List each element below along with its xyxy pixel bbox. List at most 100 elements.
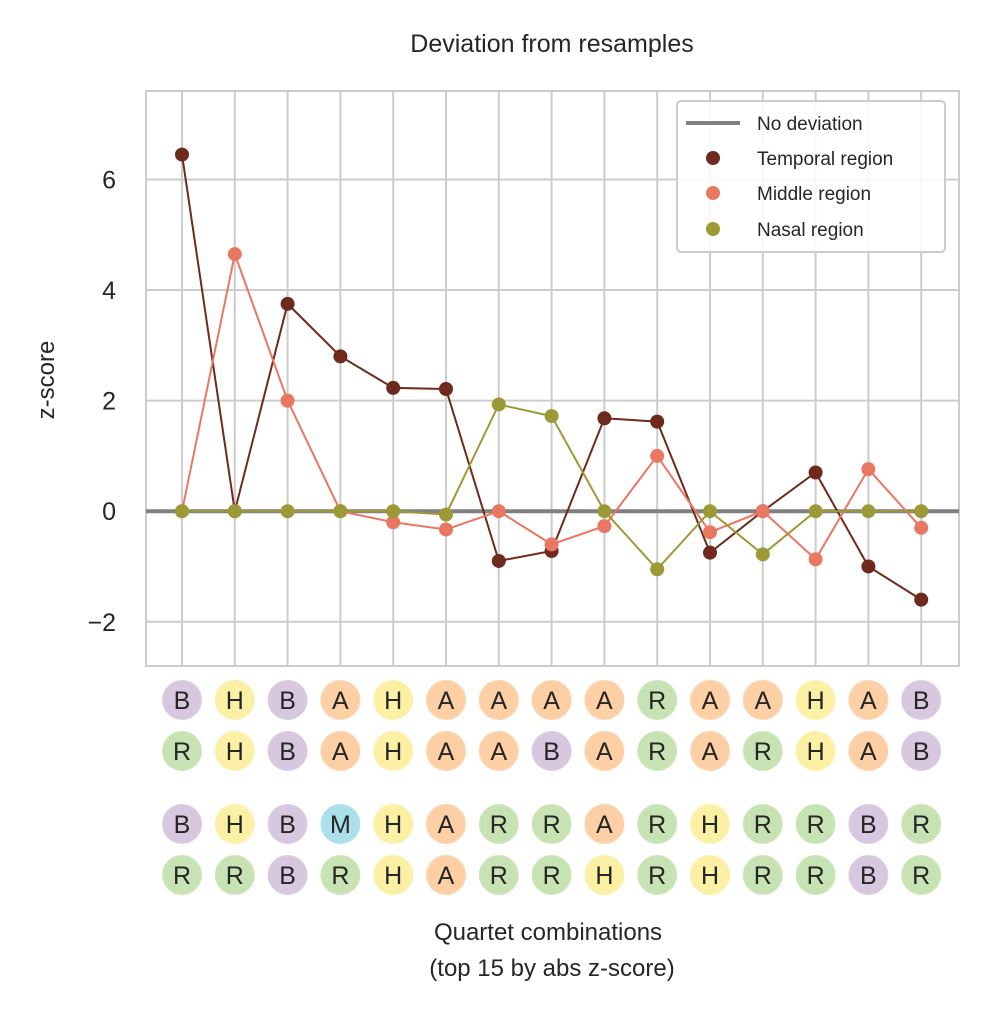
category-letter: R: [648, 687, 666, 715]
category-badge: [795, 804, 836, 844]
category-badge: [742, 731, 783, 771]
category-badge: [214, 731, 255, 771]
category-letter: H: [384, 862, 402, 890]
category-badge: [637, 855, 678, 895]
point-middle-region: [544, 537, 559, 552]
category-letter: A: [332, 738, 349, 766]
category-letter: H: [807, 738, 825, 766]
category-letter: A: [596, 738, 613, 766]
category-badge: [373, 731, 414, 771]
x-axis-label-line1: Quartet combinations: [434, 919, 662, 946]
point-middle-region: [280, 393, 295, 408]
category-letter: B: [279, 811, 296, 839]
category-letter: H: [807, 687, 825, 715]
category-letter: B: [174, 687, 191, 715]
category-letter: A: [596, 687, 613, 715]
category-badge: [848, 804, 889, 844]
category-badge: [584, 855, 625, 895]
point-nasal-region: [650, 562, 665, 577]
point-nasal-region: [386, 504, 401, 519]
category-letter: R: [543, 811, 561, 839]
point-nasal-region: [703, 504, 717, 519]
category-letter: A: [596, 811, 613, 839]
category-badge: [267, 731, 308, 771]
category-badge: [584, 804, 625, 844]
category-letter: B: [913, 738, 930, 766]
category-badge: [901, 731, 942, 771]
category-badge: [584, 731, 625, 771]
legend-label: Middle region: [757, 184, 871, 205]
category-badge: [373, 680, 414, 720]
category-letter: R: [807, 862, 825, 890]
y-tick-label: 6: [102, 166, 116, 194]
category-letter: R: [226, 862, 244, 890]
category-letter: H: [226, 738, 244, 766]
category-badge: [320, 855, 361, 895]
category-letter: R: [490, 862, 508, 890]
point-temporal-region: [386, 380, 401, 395]
category-badge: [320, 731, 361, 771]
category-badge: [478, 731, 519, 771]
point-middle-region: [491, 504, 506, 519]
category-letter: B: [174, 811, 191, 839]
category-letter: R: [912, 811, 930, 839]
point-middle-region: [914, 520, 929, 535]
category-badge: [267, 855, 308, 895]
category-letter: R: [648, 738, 666, 766]
point-middle-region: [439, 522, 453, 537]
point-nasal-region: [544, 409, 559, 424]
category-letter: A: [754, 687, 771, 715]
category-badge: [478, 680, 519, 720]
chart-title: Deviation from resamples: [410, 30, 693, 58]
category-badge: [690, 804, 730, 844]
point-temporal-region: [175, 147, 189, 162]
category-badge: [373, 804, 414, 844]
category-letter: R: [807, 811, 825, 839]
category-badge: [320, 680, 361, 720]
y-tick-label: 0: [102, 498, 116, 526]
category-badge: [637, 680, 678, 720]
point-temporal-region: [439, 382, 453, 397]
plot-frame: [145, 90, 960, 667]
category-badge: [742, 855, 783, 895]
point-temporal-region: [650, 414, 665, 429]
category-letter: H: [384, 738, 402, 766]
category-letter: B: [279, 738, 296, 766]
category-badge: [901, 680, 942, 720]
point-temporal-region: [491, 553, 506, 568]
category-badge: [584, 680, 625, 720]
category-letter: H: [384, 687, 402, 715]
category-letter: R: [173, 862, 191, 890]
category-letter: B: [860, 811, 877, 839]
category-badge: [531, 804, 572, 844]
category-letter: R: [543, 862, 561, 890]
category-letter: A: [332, 687, 349, 715]
category-letter: R: [331, 862, 349, 890]
category-letter: H: [226, 811, 244, 839]
category-letter: R: [173, 738, 191, 766]
category-badge: [901, 855, 942, 895]
point-nasal-region: [439, 507, 453, 522]
category-letter: A: [702, 687, 719, 715]
point-nasal-region: [914, 504, 929, 519]
category-letter: A: [438, 862, 455, 890]
category-badge: [426, 804, 466, 844]
category-badge: [373, 855, 414, 895]
category-badge: [690, 680, 730, 720]
category-badge: [267, 804, 308, 844]
category-letter: R: [912, 862, 930, 890]
legend-box: [676, 100, 946, 253]
category-letter: A: [860, 738, 877, 766]
point-middle-region: [755, 504, 770, 519]
point-temporal-region: [703, 545, 717, 560]
legend-swatch-marker: [706, 222, 720, 236]
category-letter: R: [490, 811, 508, 839]
category-badge: [478, 804, 519, 844]
point-temporal-region: [808, 465, 823, 480]
category-letter: A: [438, 811, 455, 839]
category-badge: [637, 804, 678, 844]
category-letter: R: [754, 862, 772, 890]
category-badge: [214, 680, 255, 720]
category-badge: [690, 731, 730, 771]
point-nasal-region: [755, 547, 770, 562]
